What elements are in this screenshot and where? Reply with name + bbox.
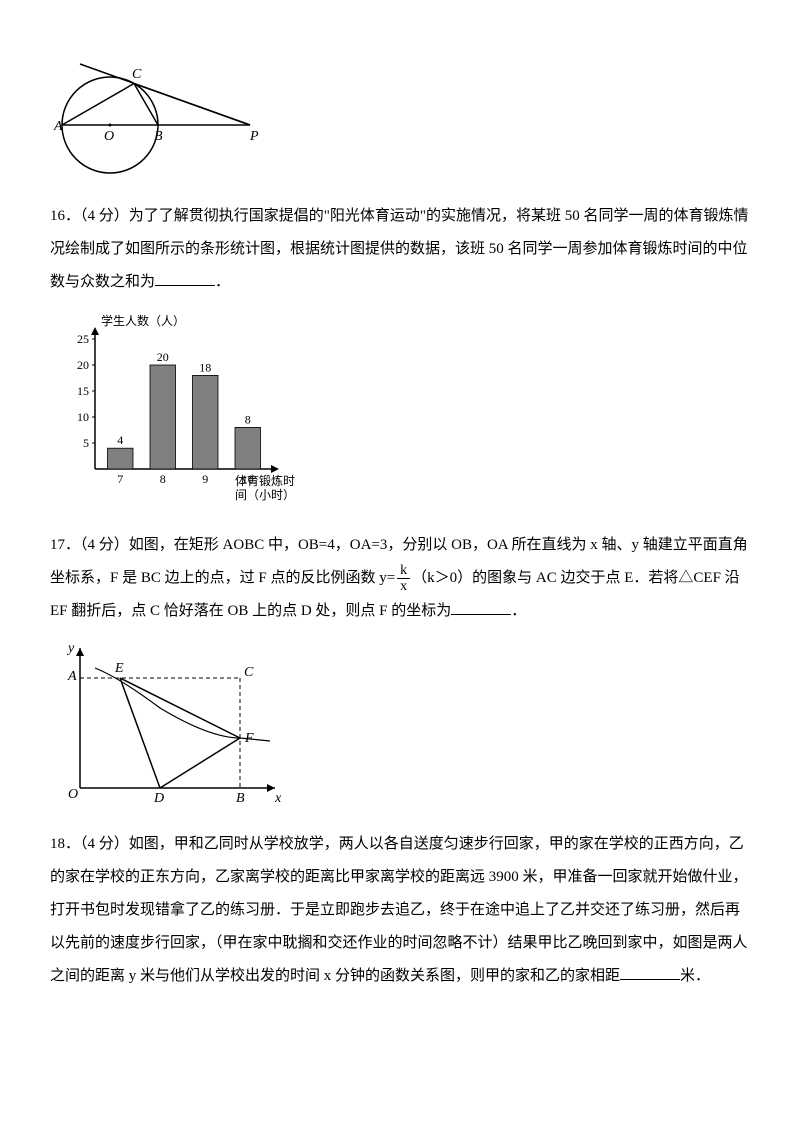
q17-diagram: O A B C D E F x y xyxy=(50,638,750,808)
q15-diagram: A B C O P xyxy=(50,50,750,180)
label-A: A xyxy=(53,119,63,134)
svg-text:15: 15 xyxy=(77,384,89,398)
svg-text:18: 18 xyxy=(199,360,211,374)
svg-text:学生人数（人）: 学生人数（人） xyxy=(101,313,185,328)
label-x: x xyxy=(274,791,282,806)
label-C: C xyxy=(132,67,142,82)
q17-text-3: ． xyxy=(511,603,526,619)
label-D: D xyxy=(153,791,164,806)
q17-frac-num: k xyxy=(397,563,410,579)
q17-points: （4 分） xyxy=(80,537,129,553)
label-F: F xyxy=(244,731,254,746)
label-y: y xyxy=(66,641,75,656)
svg-text:20: 20 xyxy=(77,358,89,372)
svg-text:间（小时）: 间（小时） xyxy=(235,488,295,502)
svg-text:25: 25 xyxy=(77,332,89,346)
svg-text:体育锻炼时: 体育锻炼时 xyxy=(235,473,295,488)
circle-tangent-diagram: A B C O P xyxy=(50,50,270,180)
q16-number: 16 xyxy=(50,208,65,224)
q17-fraction: kx xyxy=(397,563,410,595)
q18-blank xyxy=(620,964,680,980)
label-B: B xyxy=(154,129,163,144)
q16-text-2: ． xyxy=(215,274,230,290)
q18-text-1: 如图，甲和乙同时从学校放学，两人以各自送度匀速步行回家，甲的家在学校的正西方向，… xyxy=(50,836,748,984)
q16-chart: 51015202547208189810学生人数（人）体育锻炼时间（小时） xyxy=(50,309,750,509)
label-O: O xyxy=(104,129,114,144)
q17-number: 17 xyxy=(50,537,65,553)
rectangle-fold-diagram: O A B C D E F x y xyxy=(50,638,290,808)
svg-text:8: 8 xyxy=(245,412,251,426)
bar-chart-svg: 51015202547208189810学生人数（人）体育锻炼时间（小时） xyxy=(50,309,310,509)
label-O: O xyxy=(68,787,78,802)
label-B: B xyxy=(236,791,245,806)
svg-text:7: 7 xyxy=(117,472,123,486)
q18-number: 18 xyxy=(50,836,65,852)
q18-points: （4 分） xyxy=(80,836,129,852)
svg-text:10: 10 xyxy=(77,410,89,424)
svg-text:9: 9 xyxy=(202,472,208,486)
q18: 18．（4 分）如图，甲和乙同时从学校放学，两人以各自送度匀速步行回家，甲的家在… xyxy=(50,828,750,993)
label-P: P xyxy=(249,129,259,144)
svg-text:20: 20 xyxy=(157,350,169,364)
svg-text:4: 4 xyxy=(117,433,123,447)
label-A: A xyxy=(67,669,77,684)
q17-frac-den: x xyxy=(397,579,410,594)
q16-points: （4 分） xyxy=(80,208,129,224)
q16: 16．（4 分）为了了解贯彻执行国家提倡的"阳光体育运动"的实施情况，将某班 5… xyxy=(50,200,750,299)
svg-text:5: 5 xyxy=(83,436,89,450)
q17-blank xyxy=(451,599,511,615)
q16-blank xyxy=(155,270,215,286)
label-E: E xyxy=(114,661,124,676)
q18-text-2: 米． xyxy=(680,968,710,984)
q17: 17．（4 分）如图，在矩形 AOBC 中，OB=4，OA=3，分别以 OB，O… xyxy=(50,529,750,628)
label-C: C xyxy=(244,665,254,680)
svg-text:8: 8 xyxy=(160,472,166,486)
